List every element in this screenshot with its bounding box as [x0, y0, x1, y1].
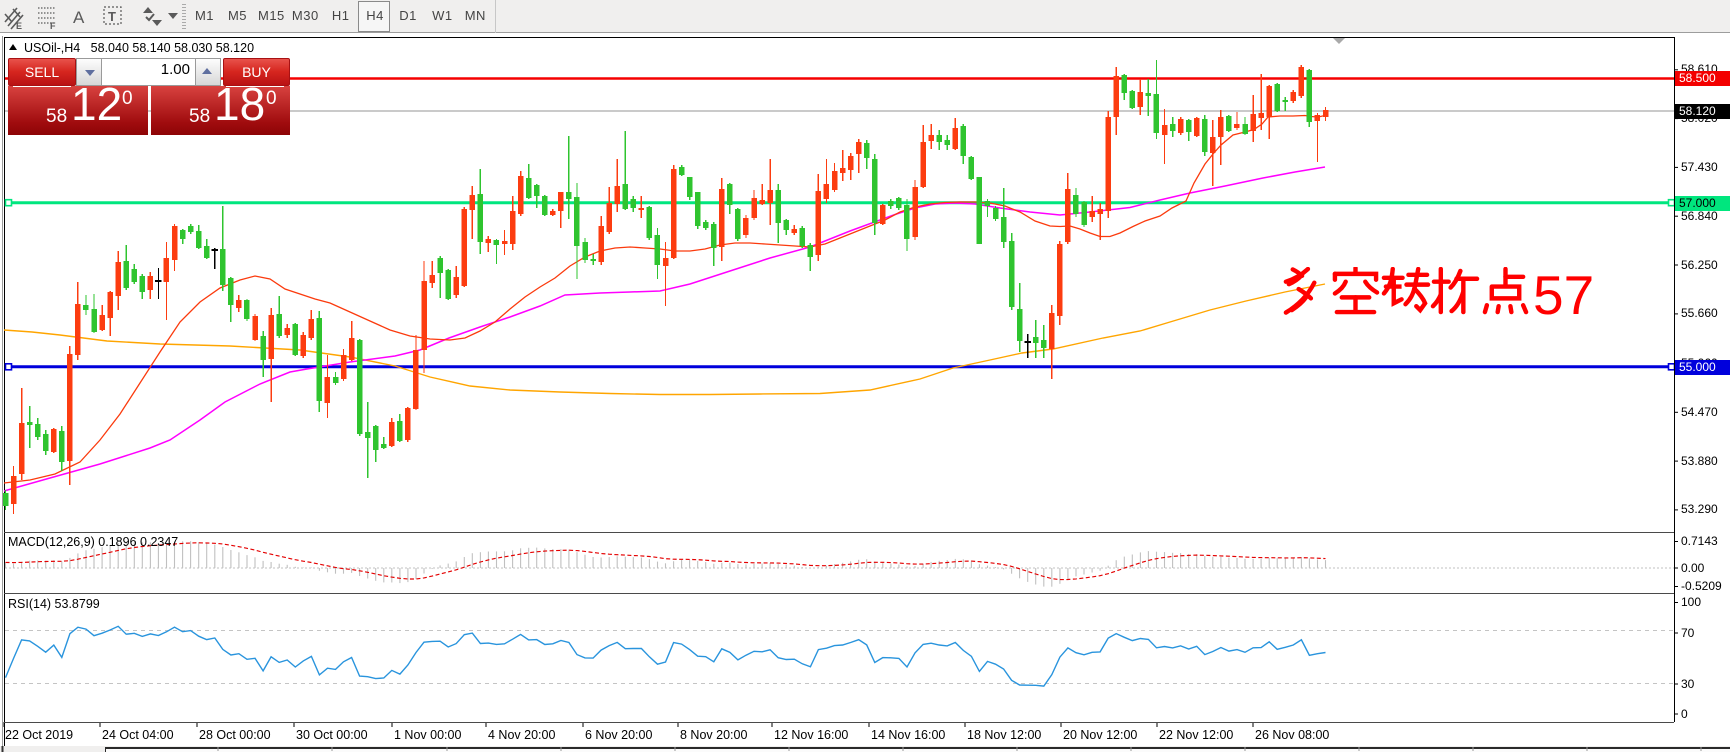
svg-text:T: T	[108, 9, 116, 24]
svg-text:E: E	[16, 21, 22, 31]
svg-text:F: F	[50, 21, 56, 31]
svg-text:A: A	[73, 8, 85, 27]
